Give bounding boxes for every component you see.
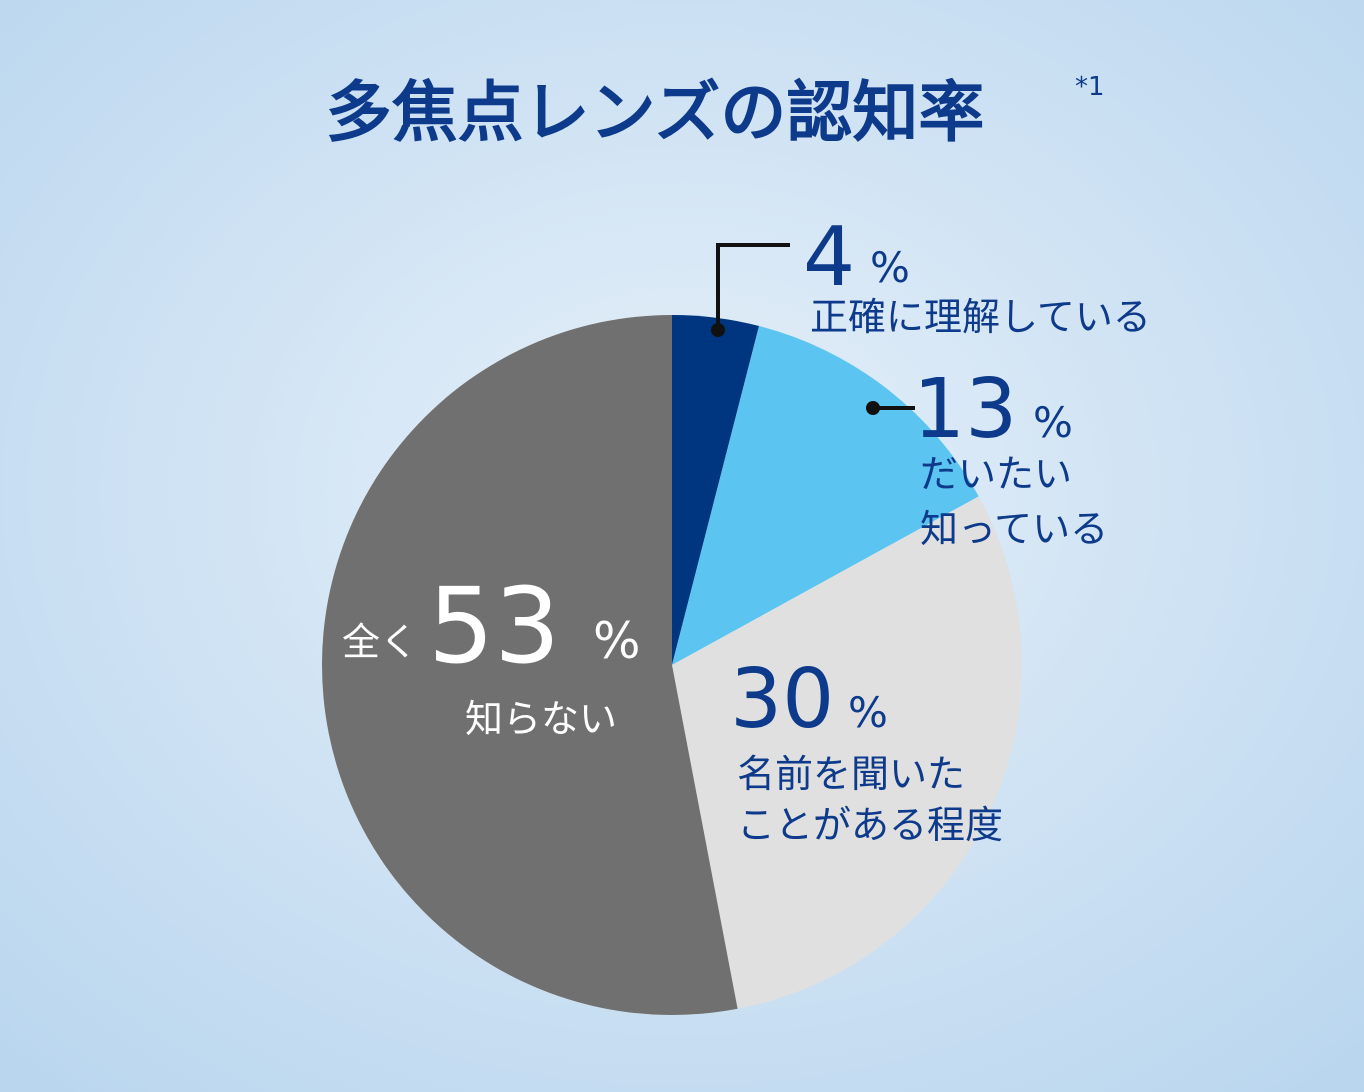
- title-note: *1: [1075, 72, 1105, 102]
- category-label: 知らない: [465, 697, 617, 741]
- value-unit: %: [593, 612, 641, 670]
- value-unit: %: [848, 688, 888, 737]
- leader-line: [716, 243, 790, 330]
- chart-title: 多焦点レンズの認知率: [326, 74, 985, 151]
- value-label: 53: [428, 565, 560, 687]
- value-label: 4: [803, 210, 855, 305]
- category-label: 正確に理解している: [810, 295, 1151, 339]
- value-unit: %: [1033, 398, 1073, 447]
- category-label: 全く: [342, 620, 418, 664]
- value-label: 30: [730, 652, 834, 747]
- value-unit: %: [870, 243, 910, 292]
- pie-slice: [672, 496, 1022, 1009]
- pie-slice: [672, 325, 979, 665]
- value-label: 13: [913, 362, 1017, 457]
- pie-slice: [322, 315, 738, 1015]
- category-label: だいたい: [920, 452, 1072, 496]
- category-label: ことがある程度: [737, 803, 1003, 847]
- pie-slice: [672, 315, 760, 665]
- leader-dot: [711, 323, 725, 337]
- pie: [322, 315, 1022, 1015]
- category-label: 知っている: [920, 507, 1108, 551]
- leader-dot: [866, 401, 880, 415]
- category-label: 名前を聞いた: [737, 752, 965, 796]
